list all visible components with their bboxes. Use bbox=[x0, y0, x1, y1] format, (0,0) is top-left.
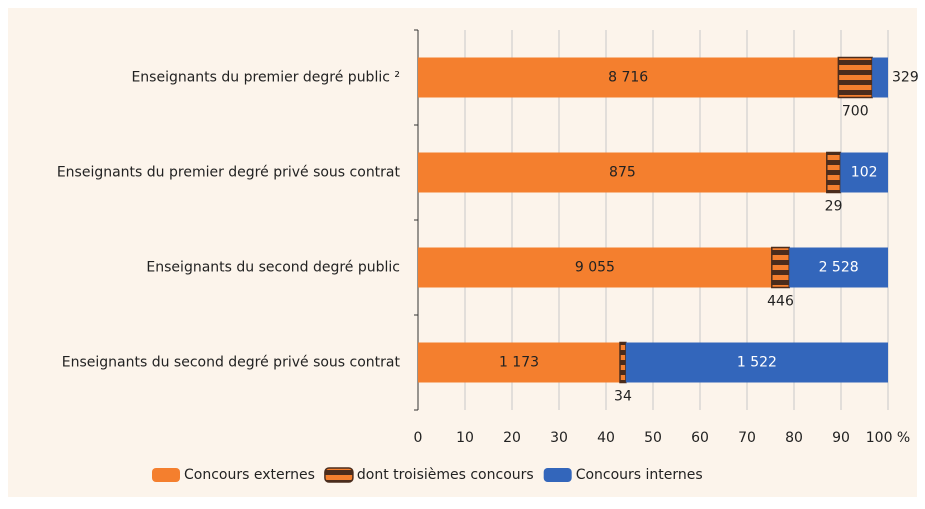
x-tick-label: 50 bbox=[644, 430, 662, 446]
value-label: 700 bbox=[842, 104, 869, 120]
bar-segment bbox=[840, 152, 888, 193]
y-tick-label: Enseignants du second degré public bbox=[146, 260, 400, 276]
x-tick-label: 10 bbox=[456, 430, 474, 446]
x-tick-label: 40 bbox=[597, 430, 615, 446]
x-tick-label: 100 % bbox=[866, 430, 910, 446]
value-label: 329 bbox=[892, 70, 919, 86]
legend-label: Concours internes bbox=[576, 467, 703, 483]
legend-label: Concours externes bbox=[184, 467, 315, 483]
x-tick-label: 60 bbox=[691, 430, 709, 446]
x-tick-label: 80 bbox=[785, 430, 803, 446]
legend-swatch bbox=[152, 468, 180, 482]
bar-segment bbox=[789, 247, 888, 288]
value-label: 8 716 bbox=[608, 70, 648, 86]
value-label: 1 522 bbox=[737, 355, 777, 371]
legend-swatch bbox=[324, 467, 354, 483]
value-label: 2 528 bbox=[819, 260, 859, 276]
bar-segment bbox=[771, 246, 790, 289]
bar-segment bbox=[418, 152, 827, 193]
bar-segment bbox=[619, 341, 627, 384]
value-label: 29 bbox=[825, 199, 843, 215]
bar-segment bbox=[418, 342, 621, 383]
bar-segment bbox=[418, 247, 772, 288]
x-tick-label: 30 bbox=[550, 430, 568, 446]
bar-segment bbox=[872, 57, 888, 98]
bar-segment bbox=[837, 56, 873, 99]
legend-swatch bbox=[543, 468, 572, 482]
x-tick-label: 0 bbox=[414, 430, 423, 446]
value-label: 9 055 bbox=[575, 260, 615, 276]
bar-segment bbox=[418, 57, 839, 98]
value-label: 446 bbox=[767, 294, 794, 310]
y-tick-label: Enseignants du premier degré public ² bbox=[131, 70, 400, 86]
bar-segment bbox=[826, 151, 842, 194]
value-label: 875 bbox=[609, 165, 636, 181]
x-tick-label: 70 bbox=[738, 430, 756, 446]
x-tick-label: 90 bbox=[832, 430, 850, 446]
y-tick-label: Enseignants du second degré privé sous c… bbox=[62, 355, 401, 371]
value-label: 102 bbox=[851, 165, 878, 181]
legend-label: dont troisièmes concours bbox=[357, 467, 534, 483]
x-tick-label: 20 bbox=[503, 430, 521, 446]
value-label: 1 173 bbox=[499, 355, 539, 371]
y-tick-label: Enseignants du premier degré privé sous … bbox=[57, 165, 401, 181]
bar-segment bbox=[625, 342, 888, 383]
value-label: 34 bbox=[614, 389, 632, 405]
